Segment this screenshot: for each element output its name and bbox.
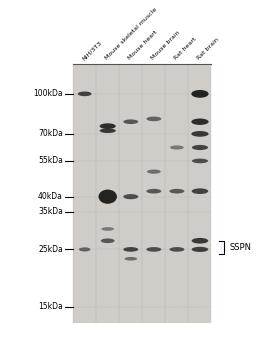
Ellipse shape [192,238,208,244]
Text: Mouse heart: Mouse heart [127,30,159,61]
Ellipse shape [170,145,184,149]
Text: 25kDa: 25kDa [38,245,63,254]
Text: Rat brain: Rat brain [196,37,220,61]
Text: 15kDa: 15kDa [38,302,63,311]
Ellipse shape [78,92,92,96]
Ellipse shape [146,117,161,121]
Text: Mouse brain: Mouse brain [150,30,181,61]
Ellipse shape [191,90,208,98]
Ellipse shape [191,131,208,137]
Ellipse shape [123,119,138,124]
Ellipse shape [146,189,161,194]
Ellipse shape [123,194,138,199]
Ellipse shape [169,247,184,252]
Text: SSPN: SSPN [229,243,251,252]
Ellipse shape [98,190,117,204]
Ellipse shape [191,119,208,125]
Ellipse shape [147,169,161,174]
Ellipse shape [100,128,116,133]
Text: 40kDa: 40kDa [38,192,63,201]
Ellipse shape [192,188,208,194]
Ellipse shape [79,247,90,251]
Text: Rat heart: Rat heart [173,37,198,61]
Ellipse shape [169,189,184,194]
Ellipse shape [192,159,208,163]
Text: 100kDa: 100kDa [33,89,63,98]
Ellipse shape [100,123,116,129]
Text: 70kDa: 70kDa [38,130,63,138]
Bar [73,64,212,323]
Ellipse shape [124,257,137,260]
Ellipse shape [101,238,115,243]
Text: Mouse skeletal muscle: Mouse skeletal muscle [104,7,158,61]
Ellipse shape [101,227,114,231]
Ellipse shape [146,247,161,252]
Text: NIH/3T3: NIH/3T3 [81,40,103,61]
Ellipse shape [192,145,208,150]
Ellipse shape [123,247,138,252]
Ellipse shape [192,247,208,252]
Text: 35kDa: 35kDa [38,207,63,216]
Text: 55kDa: 55kDa [38,156,63,166]
